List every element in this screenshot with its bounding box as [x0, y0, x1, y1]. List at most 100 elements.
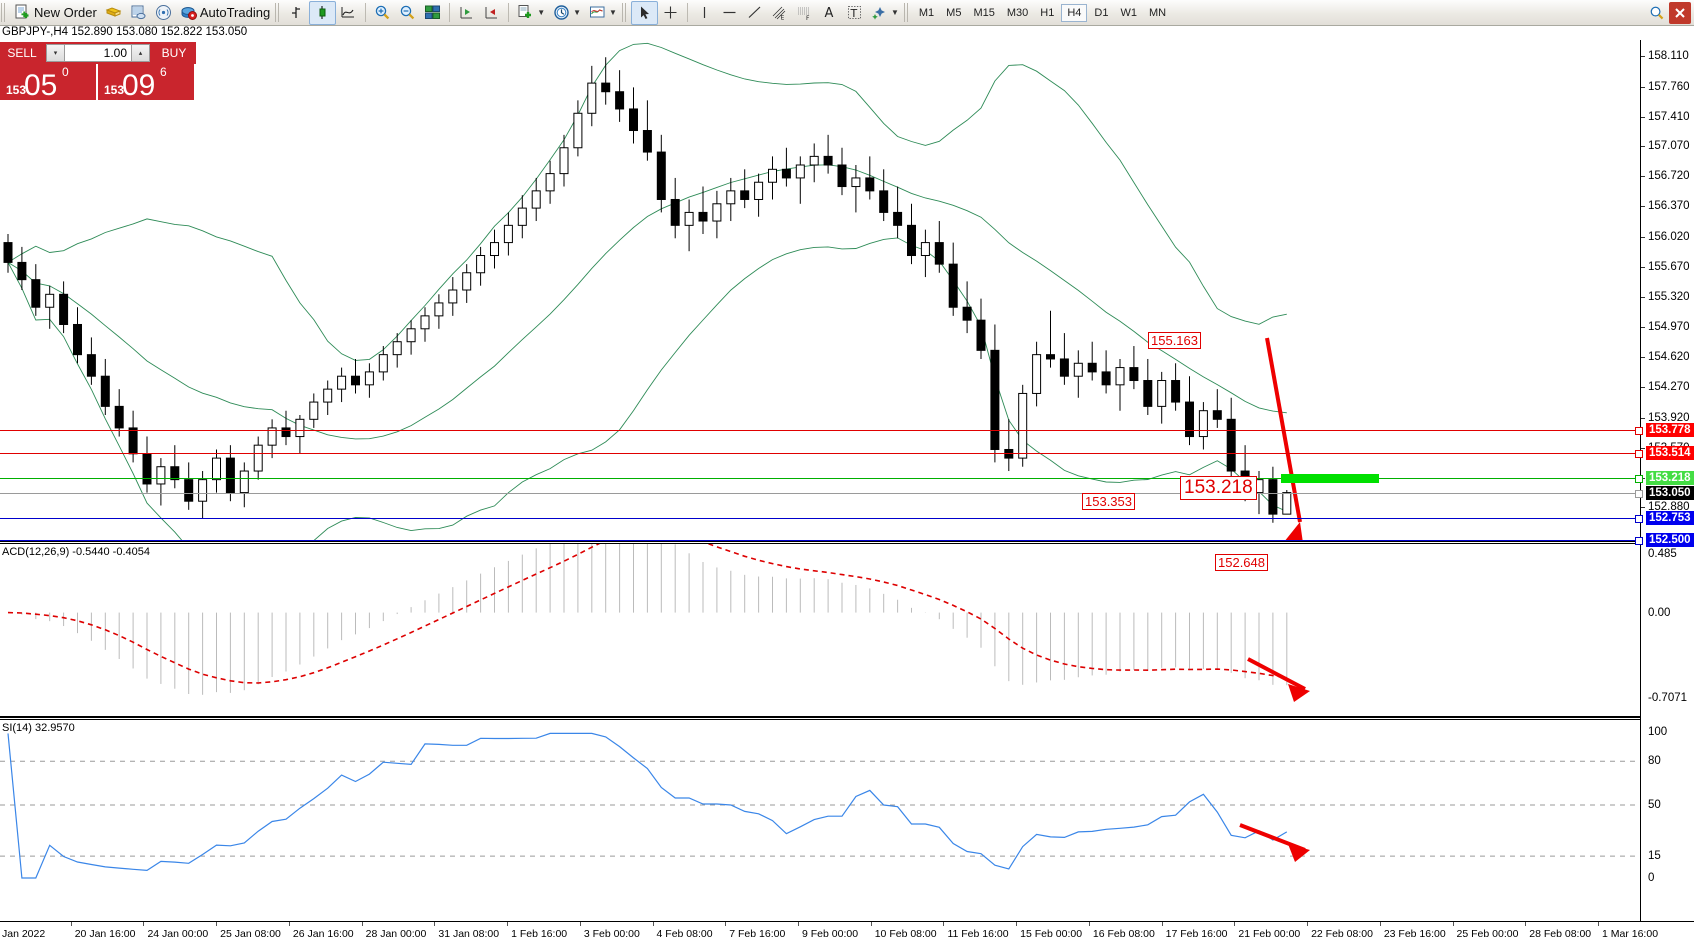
expert-advisor-button[interactable] [101, 2, 126, 24]
rsi-plot[interactable] [0, 720, 1640, 892]
main-price-pane[interactable] [0, 40, 1640, 540]
toolbar-grip[interactable] [1, 3, 7, 22]
price-level-badge-153.778[interactable]: 153.778 [1646, 422, 1694, 437]
macd-pane[interactable]: ACD(12,26,9) -0.5440 -0.4054 [0, 544, 1640, 716]
objects-button[interactable]: ▼ [867, 2, 903, 24]
text-label-button[interactable]: T [842, 2, 867, 24]
timeframe-m30[interactable]: M30 [1006, 6, 1029, 19]
price-tick [1641, 206, 1645, 208]
time-scale[interactable]: Jan 2022 20 Jan 16:00 24 Jan 00:00 25 Jan 0… [0, 921, 1694, 942]
rsi-pane[interactable]: SI(14) 32.9570 [0, 720, 1640, 892]
vertical-line-button[interactable] [692, 2, 717, 24]
horizontal-line-button[interactable] [717, 2, 742, 24]
timeframe-mn[interactable]: MN [1148, 6, 1167, 19]
line-chart-button[interactable] [336, 2, 361, 24]
close-icon [1673, 6, 1687, 20]
price-annotation-153.353[interactable]: 153.353 [1082, 493, 1135, 510]
candle-body [225, 457, 235, 494]
new-order-button[interactable]: New Order [10, 2, 101, 24]
time-tick-label: 22 Feb 08:00 [1311, 928, 1373, 940]
timeframe-h1[interactable]: H1 [1040, 6, 1055, 19]
candle-body [351, 375, 360, 386]
main-toolbar: New Order [0, 0, 1694, 26]
price-level-badge-152.753[interactable]: 152.753 [1646, 511, 1694, 526]
text-button[interactable]: A [817, 2, 842, 24]
volume-control[interactable]: ▾ 1.00 ▴ [44, 42, 152, 64]
price-level-badge-152.500[interactable]: 152.500 [1646, 533, 1694, 547]
time-tick [870, 922, 872, 926]
cursor-button[interactable] [630, 0, 658, 25]
zoom-out-button[interactable] [395, 2, 420, 24]
templates-button[interactable]: ▼ [585, 2, 621, 24]
volume-up-spinner[interactable]: ▴ [131, 44, 150, 62]
level-line-152.500[interactable] [0, 540, 1640, 541]
timeframe-m1[interactable]: M1 [918, 6, 935, 19]
price-level-badge-153.514[interactable]: 153.514 [1646, 445, 1694, 460]
candle-body [364, 371, 374, 386]
timeframe-d1[interactable]: D1 [1094, 6, 1109, 19]
price-tick-label: 154.620 [1648, 351, 1690, 364]
add-indicator-button[interactable]: ▼ [513, 2, 549, 24]
price-annotation-155.163[interactable]: 155.163 [1148, 332, 1201, 349]
buy-button[interactable]: BUY [161, 46, 187, 60]
level-anchor-153.050[interactable] [1635, 489, 1643, 498]
volume-input[interactable]: 1.00 [65, 44, 131, 62]
level-line-152.753[interactable] [0, 518, 1640, 520]
fibonacci-button[interactable]: F [792, 2, 817, 24]
help-button[interactable] [1645, 2, 1669, 24]
price-level-badge-153.218[interactable]: 153.218 [1646, 471, 1694, 486]
price-tick [1641, 387, 1645, 389]
tile-windows-button[interactable] [420, 2, 445, 24]
level-anchor-153.514[interactable] [1635, 449, 1643, 458]
price-plot[interactable] [0, 40, 1640, 540]
equidistant-channel-icon: E [771, 4, 788, 21]
bar-chart-button[interactable] [284, 2, 309, 24]
buy-price-fraction: 6 [160, 65, 167, 79]
price-tick [1641, 146, 1645, 148]
toolbar-grip-3[interactable] [621, 3, 628, 22]
timeframe-w1[interactable]: W1 [1120, 6, 1137, 19]
close-button[interactable] [1669, 1, 1691, 24]
sell-price-box[interactable]: 153 05 0 [0, 64, 96, 102]
level-line-153.778[interactable] [0, 429, 1640, 431]
level-anchor-152.753[interactable] [1635, 515, 1643, 524]
time-tick-label: 26 Jan 16:00 [292, 928, 354, 940]
price-level-badge-153.050[interactable]: 153.050 [1646, 485, 1694, 500]
timeframe-m5[interactable]: M5 [946, 6, 962, 19]
data-window-button[interactable] [126, 2, 151, 24]
level-line-153.218[interactable] [0, 478, 1640, 480]
level-line-153.514[interactable] [0, 452, 1640, 454]
price-annotation-152.648[interactable]: 152.648 [1215, 554, 1268, 571]
autotrading-button[interactable]: AutoTrading [176, 2, 274, 24]
macd-plot[interactable] [0, 544, 1640, 716]
time-tick-label: 1 Feb 16:00 [511, 928, 568, 940]
volume-down-spinner[interactable]: ▾ [46, 44, 65, 62]
level-line-153.050[interactable] [0, 492, 1640, 494]
level-anchor-152.500[interactable] [1635, 537, 1643, 545]
trendline-button[interactable] [742, 2, 767, 24]
toolbar-grip-4[interactable] [903, 3, 910, 22]
timeframe-h4[interactable]: H4 [1061, 3, 1088, 22]
shift-end-button[interactable] [479, 2, 504, 24]
periodicity-button[interactable]: ▼ [549, 2, 585, 24]
candle-body [1101, 371, 1111, 386]
crosshair-button[interactable] [658, 2, 683, 24]
timeframe-m15[interactable]: M15 [973, 6, 995, 19]
candlestick-chart-button[interactable] [309, 0, 337, 25]
sell-button[interactable]: SELL [7, 46, 37, 60]
zoom-in-button[interactable] [370, 2, 395, 24]
level-anchor-153.778[interactable] [1635, 426, 1643, 435]
price-tick-label: 155.670 [1648, 260, 1690, 273]
toolbar-grip-2[interactable] [275, 3, 282, 22]
price-tick-label: 158.110 [1648, 50, 1689, 63]
price-annotation-153.218[interactable]: 153.218 [1180, 476, 1257, 500]
sell-price-fraction: 0 [62, 65, 69, 79]
chart-area[interactable]: ACD(12,26,9) -0.5440 -0.4054 SI(14) 32.9… [0, 40, 1694, 921]
signals-button[interactable] [151, 2, 176, 24]
buy-price-box[interactable]: 153 09 6 [98, 64, 194, 102]
price-scale[interactable]: 158.110 157.760 157.410 157.070 156.720 156.3… [1640, 40, 1694, 921]
time-tick [1161, 922, 1163, 926]
shift-start-button[interactable] [454, 2, 479, 24]
equidistant-channel-button[interactable]: E [767, 2, 792, 24]
level-anchor-153.218[interactable] [1635, 475, 1643, 484]
